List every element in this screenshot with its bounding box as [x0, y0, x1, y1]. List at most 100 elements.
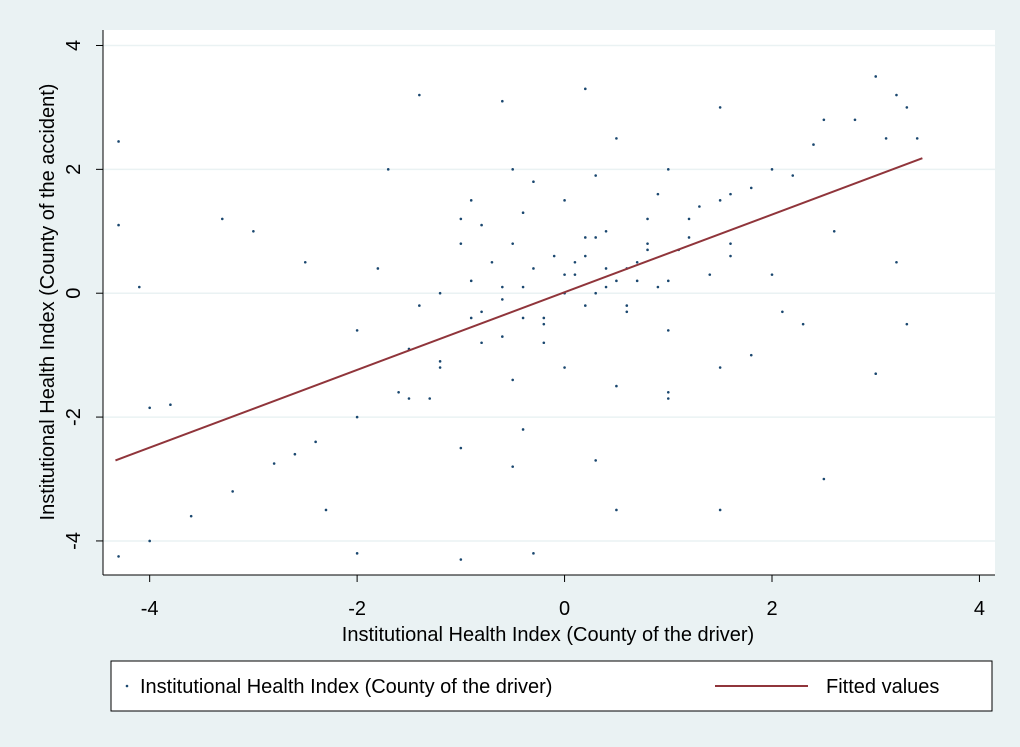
- scatter-point: [521, 316, 525, 320]
- y-tick-label: 0: [63, 288, 85, 299]
- scatter-point: [749, 186, 753, 190]
- scatter-point: [874, 372, 878, 376]
- scatter-point: [552, 254, 556, 258]
- scatter-point: [355, 552, 359, 555]
- scatter-point: [905, 322, 909, 326]
- scatter-point: [895, 93, 898, 97]
- scatter-point: [138, 285, 141, 289]
- fit-line: [115, 157, 923, 462]
- x-tick-label: 0: [559, 598, 570, 620]
- x-tick-label: -2: [348, 598, 366, 620]
- scatter-point: [469, 316, 473, 320]
- scatter-point: [770, 273, 774, 276]
- scatter-point: [563, 273, 566, 276]
- scatter-point: [698, 205, 701, 208]
- scatter-point: [459, 446, 463, 450]
- scatter-point: [791, 174, 795, 177]
- scatter-point: [355, 329, 359, 332]
- scatter-point: [615, 384, 618, 388]
- scatter-point: [604, 229, 608, 233]
- scatter-point: [729, 192, 732, 196]
- scatter-point: [418, 304, 421, 307]
- scatter-point: [749, 353, 753, 357]
- scatter-point: [635, 279, 639, 283]
- scatter-point: [469, 199, 473, 202]
- scatter-point: [376, 267, 380, 270]
- scatter-point: [438, 360, 442, 363]
- scatter-point: [532, 552, 535, 555]
- scatter-point: [594, 459, 597, 462]
- scatter-point: [708, 273, 712, 276]
- scatter-point: [511, 378, 514, 382]
- scatter-point: [459, 242, 463, 245]
- scatter-point: [189, 514, 193, 518]
- scatter-point: [314, 440, 317, 444]
- scatter-point: [438, 366, 442, 369]
- scatter-point: [781, 310, 784, 314]
- scatter-point: [718, 508, 722, 512]
- scatter-point: [604, 285, 608, 289]
- x-tick-label: 2: [766, 598, 777, 620]
- scatter-point: [532, 267, 535, 270]
- scatter-point: [459, 558, 463, 561]
- scatter-point: [231, 490, 234, 493]
- scatter-point: [501, 298, 504, 301]
- scatter-point: [729, 242, 732, 245]
- y-tick-label: -4: [63, 532, 85, 550]
- scatter-point: [480, 310, 483, 314]
- scatter-point: [501, 99, 504, 103]
- scatter-point: [117, 555, 120, 558]
- legend-marker: [125, 684, 129, 688]
- scatter-point: [853, 118, 857, 122]
- scatter-point: [563, 199, 566, 202]
- scatter-point: [418, 93, 421, 97]
- scatter-point: [117, 140, 120, 143]
- scatter-point: [635, 260, 639, 264]
- scatter-point: [584, 87, 587, 91]
- scatter-point: [469, 279, 473, 283]
- scatter-point: [718, 106, 722, 109]
- y-tick-label: -2: [63, 408, 85, 426]
- scatter-point: [646, 217, 649, 221]
- scatter-point: [501, 335, 504, 338]
- scatter-point: [542, 341, 546, 345]
- scatter-point: [584, 254, 587, 258]
- scatter-point: [646, 248, 649, 252]
- scatter-point: [656, 192, 660, 196]
- scatter-point: [666, 168, 670, 171]
- scatter-point: [252, 229, 255, 233]
- scatter-point: [573, 260, 577, 264]
- scatter-point: [718, 199, 722, 202]
- scatter-point: [532, 180, 535, 184]
- scatter-point: [822, 477, 826, 481]
- scatter-point: [584, 304, 587, 307]
- scatter-point: [874, 75, 878, 78]
- scatter-point: [884, 137, 888, 140]
- scatter-point: [490, 260, 494, 264]
- scatter-point: [584, 236, 587, 239]
- scatter-point: [812, 143, 815, 146]
- scatter-point: [480, 341, 483, 345]
- scatter-point: [594, 236, 597, 239]
- scatter-point: [511, 242, 514, 245]
- scatter-point: [666, 391, 670, 394]
- x-tick-label: 4: [974, 598, 985, 620]
- scatter-point: [501, 285, 504, 289]
- scatter-point: [324, 508, 328, 512]
- scatter-point: [801, 322, 805, 326]
- scatter-point: [687, 236, 691, 239]
- scatter-point: [397, 391, 400, 394]
- scatter-point: [573, 273, 577, 276]
- scatter-point: [604, 267, 608, 270]
- scatter-point: [625, 304, 629, 307]
- scatter-point: [615, 137, 618, 140]
- legend: [110, 660, 993, 712]
- scatter-point: [832, 229, 836, 233]
- scatter-point: [148, 406, 151, 410]
- scatter-point: [355, 415, 359, 419]
- scatter-point: [480, 223, 483, 227]
- scatter-point: [718, 366, 722, 369]
- scatter-point: [895, 260, 898, 264]
- scatter-point: [521, 428, 525, 431]
